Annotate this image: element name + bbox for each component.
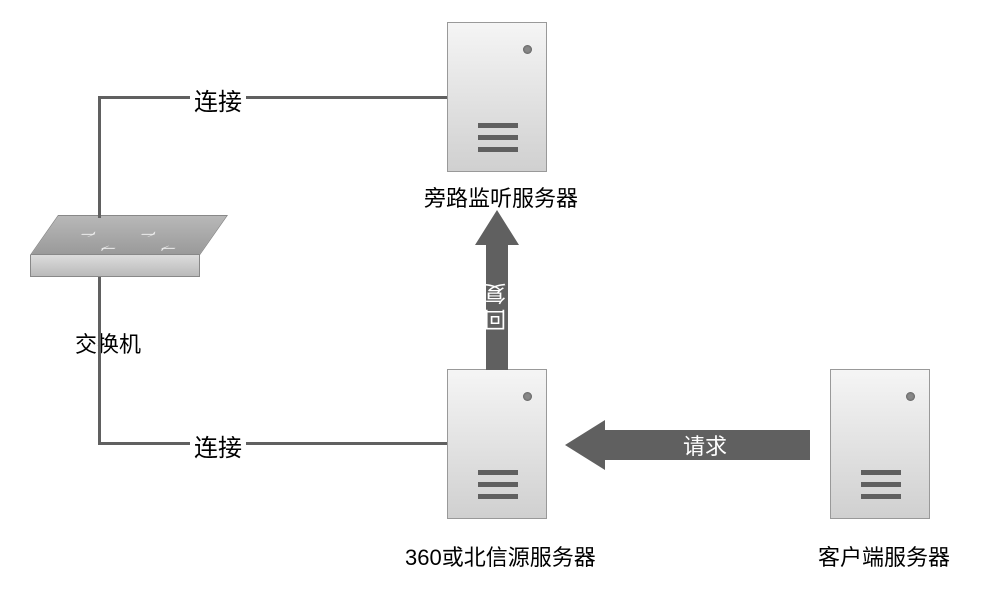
server-vent-icon [861,470,901,475]
server-vent-icon [478,147,518,152]
reply-arrow-label: 回复 [480,255,514,355]
edge-switch-bypass-label: 连接 [190,82,246,117]
edge-switch-bypass-v [98,96,101,218]
switch-top-face: → → ← ← [30,215,228,255]
origin-server-node [447,369,547,519]
server-vent-icon [478,135,518,140]
diagram-canvas: → → ← ← 交换机 旁路监听服务器 360或北信源服务器 客户端服务器 连接… [0,0,1000,612]
server-vent-icon [861,494,901,499]
server-led-icon [906,392,915,401]
server-vent-icon [861,482,901,487]
switch-label: 交换机 [75,327,141,359]
edge-switch-origin-label: 连接 [190,428,246,463]
switch-front-face [30,255,200,277]
switch-node: → → ← ← [30,215,200,270]
server-vent-icon [478,494,518,499]
edge-switch-origin-v [98,277,101,444]
edge-switch-origin-h [98,442,447,445]
origin-server-label: 360或北信源服务器 [405,540,596,572]
server-vent-icon [478,470,518,475]
bypass-server-node [447,22,547,172]
client-server-node [830,369,930,519]
edge-switch-bypass-h [98,96,447,99]
server-led-icon [523,392,532,401]
server-vent-icon [478,123,518,128]
client-server-label: 客户端服务器 [818,540,950,572]
server-vent-icon [478,482,518,487]
request-arrow-label: 请求 [610,428,800,462]
server-led-icon [523,45,532,54]
bypass-server-label: 旁路监听服务器 [424,181,578,213]
